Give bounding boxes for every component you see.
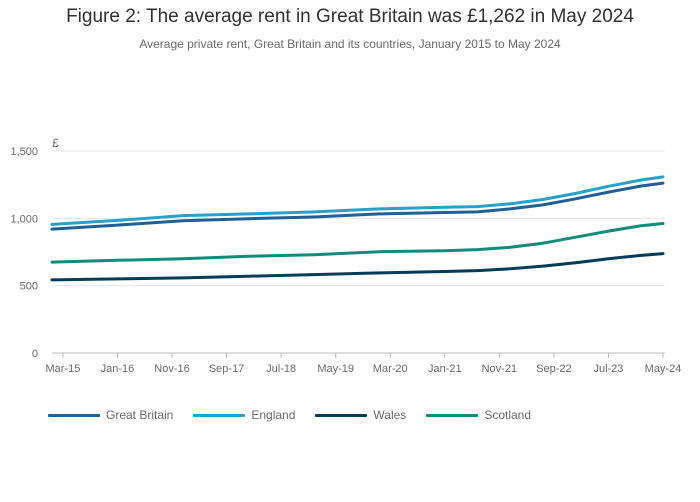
- x-tick-label: May-19: [317, 363, 354, 375]
- chart-title: Figure 2: The average rent in Great Brit…: [66, 6, 634, 27]
- series-line-england: [50, 175, 665, 226]
- x-tick-label: Sep-17: [209, 363, 244, 375]
- legend-item-great-britain: Great Britain: [48, 408, 173, 422]
- legend-swatch: [193, 413, 246, 417]
- chart-legend: Great Britain England Wales Scotland: [48, 408, 531, 422]
- legend-item-wales: Wales: [315, 408, 406, 422]
- y-tick-label: 500: [20, 281, 38, 293]
- x-tick-label: Mar-20: [373, 363, 408, 375]
- x-tick-label: Jan-16: [101, 363, 135, 375]
- x-axis-ticks: Mar-15 Jan-16 Nov-16 Sep-17 Jul-18 May-19 Mar-…: [45, 353, 681, 375]
- chart-subtitle: Average private rent, Great Britain and …: [139, 37, 561, 51]
- y-axis-ticks: 0 500 1,000 1,500: [10, 146, 38, 360]
- legend-label: Scotland: [484, 408, 532, 422]
- legend-item-scotland: Scotland: [426, 408, 531, 422]
- series-lines: [50, 175, 665, 282]
- y-axis-unit: £: [52, 136, 59, 150]
- legend-label: England: [251, 408, 296, 422]
- y-tick-label: 1,000: [10, 213, 38, 225]
- x-tick-label: Mar-15: [45, 363, 80, 375]
- y-tick-label: 0: [32, 348, 38, 360]
- series-line-great-britain: [50, 181, 665, 231]
- legend-item-england: England: [193, 408, 295, 422]
- y-tick-label: 1,500: [10, 146, 38, 158]
- x-tick-label: Sep-22: [536, 363, 571, 375]
- x-tick-label: May-24: [645, 363, 682, 375]
- legend-swatch: [426, 413, 479, 417]
- series-line-wales: [50, 252, 665, 282]
- x-tick-label: Jul-18: [266, 363, 296, 375]
- legend-label: Great Britain: [106, 408, 174, 422]
- x-tick-label: Jan-21: [428, 363, 462, 375]
- legend-swatch: [315, 413, 368, 417]
- x-tick-label: Nov-21: [482, 363, 517, 375]
- legend-swatch: [48, 413, 100, 417]
- legend-label: Wales: [373, 408, 407, 422]
- x-tick-label: Nov-16: [154, 363, 189, 375]
- x-tick-label: Jul-23: [593, 363, 623, 375]
- series-line-scotland: [50, 222, 665, 264]
